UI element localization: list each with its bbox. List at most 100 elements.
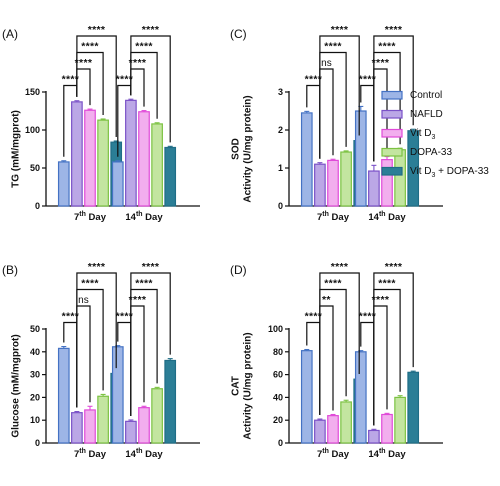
significance-label: ns [78, 295, 89, 306]
bar [111, 161, 124, 207]
significance-label: **** [81, 41, 99, 53]
significance-label: ns [321, 58, 332, 69]
y-tick-label: 150 [25, 87, 40, 97]
significance-bracket [373, 35, 414, 162]
legend-swatch [381, 128, 403, 138]
y-tick-label: 10 [30, 415, 40, 425]
bar [97, 395, 109, 444]
bar [368, 429, 380, 444]
bar [57, 347, 70, 444]
legend-swatch [381, 147, 403, 157]
significance-label: **** [331, 24, 349, 36]
significance-label: ** [322, 294, 331, 306]
significance-label: **** [324, 278, 342, 290]
significance-label: **** [385, 24, 403, 36]
y-axis-title: TG (mM/mgprot) [10, 110, 21, 188]
y-axis-title: Activity (U/mg protein) [242, 332, 253, 439]
bar [71, 101, 83, 207]
y-tick-label: 0 [35, 201, 40, 211]
legend: Control NAFLD Vit D3 DOPA-33 Vit D3 + DOPA-3… [381, 90, 489, 179]
significance-bracket [76, 35, 117, 138]
y-tick-label: 20 [30, 392, 40, 402]
x-category-label: 14th Day [368, 448, 406, 460]
bar [381, 413, 393, 444]
bar [354, 110, 367, 207]
bar [340, 151, 352, 207]
bar [300, 350, 313, 444]
significance-label: **** [129, 57, 147, 69]
bar [151, 123, 163, 207]
significance-label: **** [135, 41, 153, 53]
bar [368, 170, 380, 207]
bar [394, 396, 406, 444]
legend-swatch [381, 166, 403, 176]
bar [164, 359, 177, 444]
x-category-label: 7th Day [74, 211, 107, 223]
y-tick-label: 50 [30, 163, 40, 173]
y-tick-label: 0 [35, 438, 40, 448]
y-tick-label: 50 [30, 324, 40, 334]
x-category-label: 14th Day [368, 211, 406, 223]
x-category-label: 7th Day [317, 448, 350, 460]
significance-bracket [373, 272, 414, 426]
significance-label: **** [359, 74, 377, 86]
bar [354, 351, 367, 444]
bar [340, 401, 352, 444]
legend-swatch [381, 109, 403, 119]
significance-label: **** [378, 278, 396, 290]
significance-bracket [319, 272, 360, 416]
chart-panel-a: (A) TG (mM/mgprot) 0 50 100 150 7th Day 14th Da… [2, 24, 200, 223]
significance-label: **** [129, 294, 147, 306]
significance-label: **** [88, 24, 106, 36]
y-tick-label: 40 [30, 347, 40, 357]
significance-label: **** [142, 24, 160, 36]
y-tick-label: 2 [278, 125, 283, 135]
chart-panel-b: (B) Glucose (mM/mgprot) 0 10 20 30 40 50 7th Day… [2, 261, 200, 460]
bar [164, 146, 177, 207]
significance-bracket [319, 35, 360, 159]
significance-label: **** [88, 261, 106, 273]
significance-label: **** [372, 57, 390, 69]
y-tick-label: 40 [273, 392, 283, 402]
y-tick-label: 60 [273, 370, 283, 380]
bar [57, 161, 70, 207]
bar [138, 407, 150, 444]
bar [125, 99, 137, 207]
legend-label: NAFLD [410, 109, 443, 120]
y-axis-title: CAT [230, 376, 241, 396]
bar [394, 149, 406, 207]
panel-letter: (D) [230, 263, 247, 277]
legend-label: Control [410, 90, 442, 101]
significance-label: **** [116, 311, 134, 323]
legend-label: Vit D3 [410, 128, 436, 141]
x-category-label: 14th Day [125, 448, 163, 460]
bar [327, 159, 339, 207]
y-tick-label: 30 [30, 370, 40, 380]
bar [327, 415, 339, 444]
y-tick-label: 1 [278, 163, 283, 173]
chart-panel-c: (C) SOD Activity (U/mg protein) 0 1 2 3 7th Day… [230, 24, 443, 223]
significance-label: **** [62, 74, 80, 86]
significance-label: **** [62, 311, 80, 323]
legend-label: Vit D3 + DOPA-33 [410, 166, 489, 179]
significance-label: **** [81, 278, 99, 290]
significance-bracket [373, 305, 388, 426]
significance-bracket [130, 35, 171, 143]
bar [84, 409, 96, 444]
x-category-label: 14th Day [125, 211, 163, 223]
bar [314, 419, 326, 444]
y-axis-title: Glucose (mM/mgprot) [10, 334, 21, 437]
significance-label: **** [359, 311, 377, 323]
legend-label: DOPA-33 [410, 147, 452, 158]
y-tick-label: 3 [278, 87, 283, 97]
panel-letter: (C) [230, 27, 247, 41]
significance-label: **** [142, 261, 160, 273]
significance-label: **** [305, 311, 323, 323]
bar [381, 159, 393, 207]
bar [314, 163, 326, 207]
chart-panel-d: (D) CAT Activity (U/mg protein) 0 20 40 60 80 10… [230, 261, 443, 460]
bar [125, 420, 137, 444]
y-tick-label: 0 [278, 201, 283, 211]
